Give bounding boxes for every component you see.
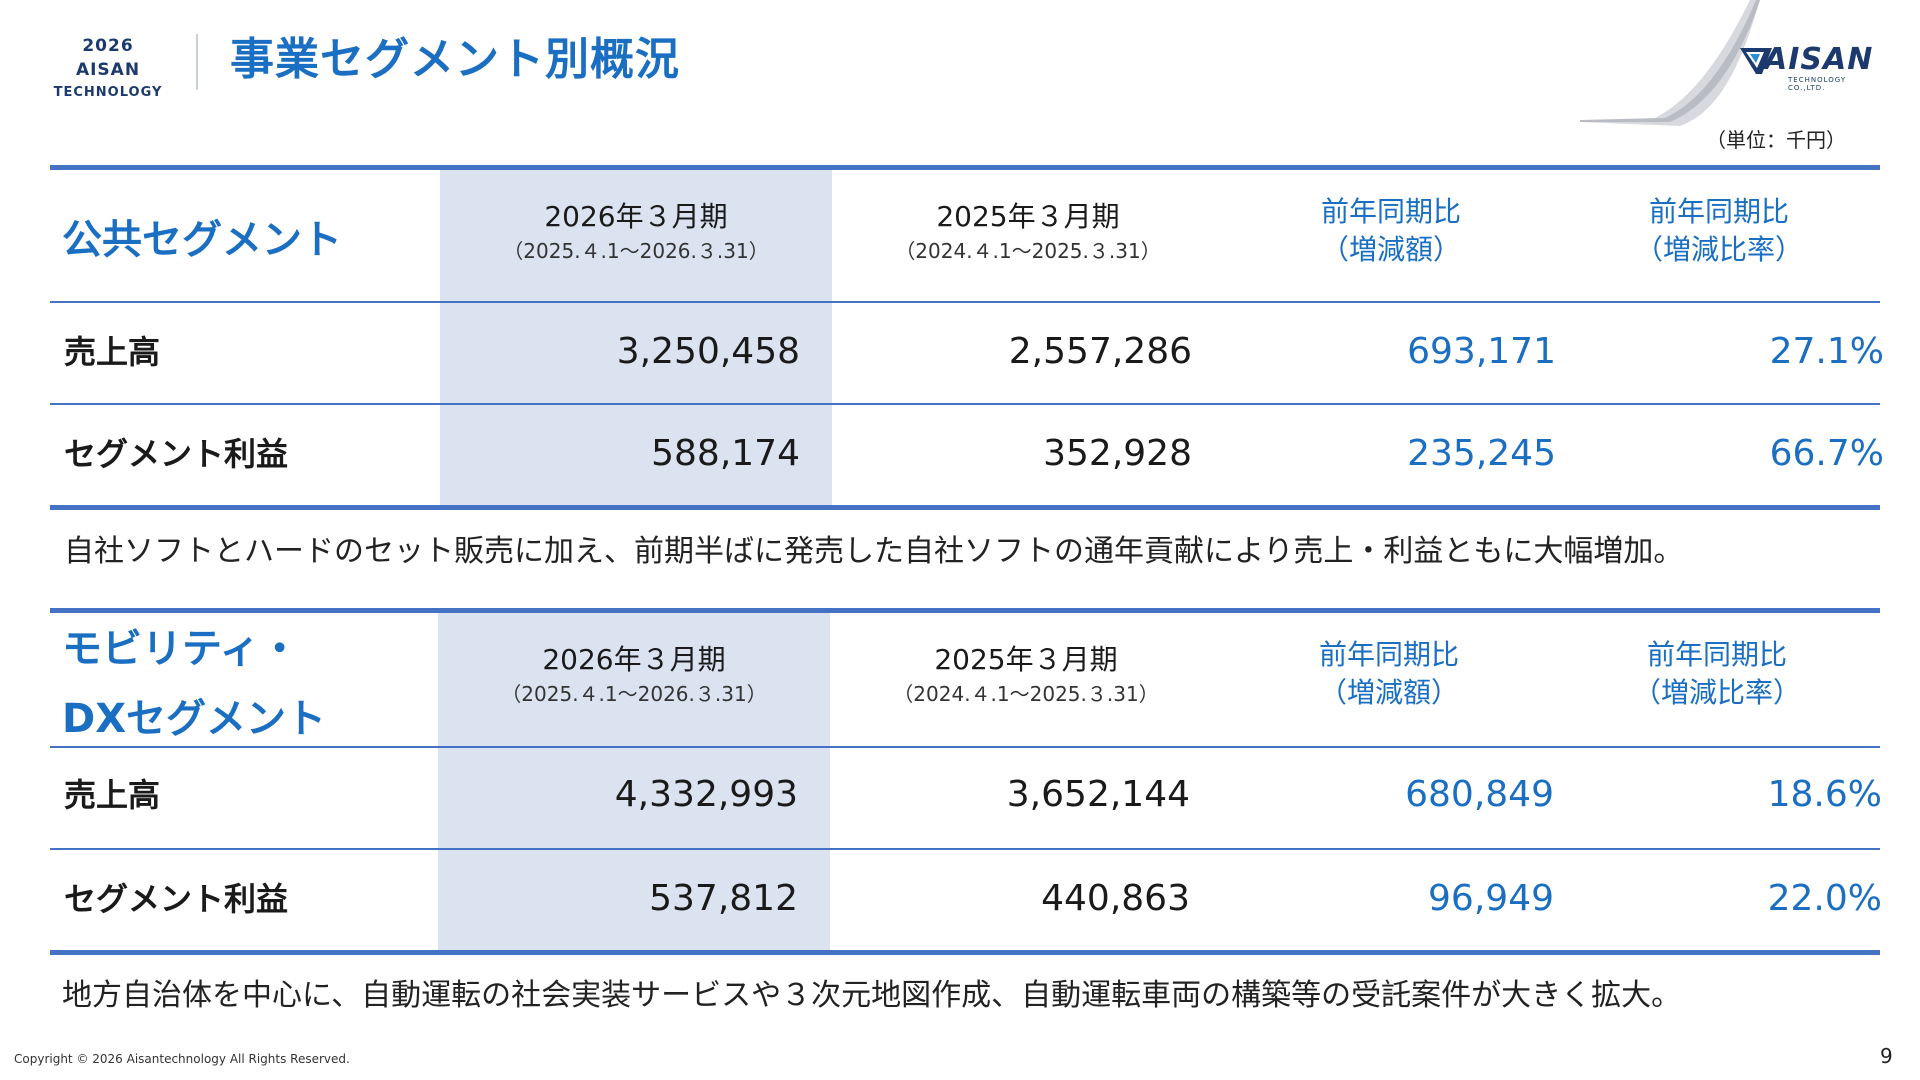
column-header-yoy-rate: 前年同期比 （増減比率） <box>1552 636 1882 712</box>
yoy-amount-label-2: （増減額） <box>1318 676 1459 709</box>
current-period-highlight <box>438 608 830 952</box>
logo-mark-icon <box>1740 48 1772 74</box>
cell-prior-profit: 352,928 <box>1043 433 1192 474</box>
row-label-profit: セグメント利益 <box>64 435 289 473</box>
segment-name-line2: DXセグメント <box>62 696 327 742</box>
cell-rate-sales: 18.6% <box>1767 774 1882 815</box>
current-year-label: 2026年３月期 <box>542 643 726 676</box>
cell-rate-sales: 27.1% <box>1769 331 1884 372</box>
yoy-rate-label-2: （増減比率） <box>1634 233 1803 266</box>
cell-current-profit: 537,812 <box>649 878 798 919</box>
yoy-rate-label-1: 前年同期比 <box>1648 195 1789 228</box>
row-divider <box>50 746 1880 748</box>
cell-prior-sales: 2,557,286 <box>1008 331 1192 372</box>
table-bottom-rule <box>50 950 1880 955</box>
unit-label: （単位：千円） <box>1706 128 1846 152</box>
prior-range-label: （2024.４.1～2025.３.31） <box>895 239 1161 263</box>
column-header-yoy-amount: 前年同期比 （増減額） <box>1226 193 1556 269</box>
yoy-amount-label-1: 前年同期比 <box>1320 195 1461 228</box>
row-divider <box>50 848 1880 850</box>
cell-rate-profit: 22.0% <box>1767 878 1882 919</box>
logo-text: AISAN <box>1764 42 1874 77</box>
row-label-profit: セグメント利益 <box>64 880 289 918</box>
cell-diff-sales: 693,171 <box>1407 331 1556 372</box>
column-header-current: 2026年３月期 （2025.４.1～2026.３.31） <box>440 197 832 265</box>
cell-current-profit: 588,174 <box>651 433 800 474</box>
table-top-rule <box>50 165 1880 170</box>
table-top-rule <box>50 608 1880 613</box>
segment-note: 自社ソフトとハードのセット販売に加え、前期半ばに発売した自社ソフトの通年貢献によ… <box>64 534 1684 569</box>
yoy-amount-label-1: 前年同期比 <box>1318 638 1459 671</box>
cell-rate-profit: 66.7% <box>1769 433 1884 474</box>
column-header-current: 2026年３月期 （2025.４.1～2026.３.31） <box>438 640 830 708</box>
cell-diff-profit: 96,949 <box>1428 878 1554 919</box>
yoy-amount-label-2: （増減額） <box>1320 233 1461 266</box>
cell-prior-profit: 440,863 <box>1041 878 1190 919</box>
cell-current-sales: 3,250,458 <box>616 331 800 372</box>
yoy-rate-label-2: （増減比率） <box>1632 676 1801 709</box>
badge-line1: 2026 AISAN <box>75 36 141 80</box>
prior-year-label: 2025年３月期 <box>934 643 1118 676</box>
prior-range-label: （2024.４.1～2025.３.31） <box>893 682 1159 706</box>
badge-line2: TECHNOLOGY <box>53 85 163 100</box>
cell-diff-sales: 680,849 <box>1405 774 1554 815</box>
page-number: 9 <box>1880 1044 1893 1068</box>
header-band <box>0 0 1760 122</box>
row-divider <box>50 403 1880 405</box>
logo-subtext: TECHNOLOGY CO.,LTD. <box>1788 76 1847 92</box>
current-range-label: （2025.４.1～2026.３.31） <box>503 239 769 263</box>
copyright-text: Copyright © 2026 Aisantechnology All Rig… <box>14 1052 350 1066</box>
segment-name-line1: モビリティ・ <box>62 626 300 672</box>
current-year-label: 2026年３月期 <box>544 200 728 233</box>
table-bottom-rule <box>50 505 1880 510</box>
cell-prior-sales: 3,652,144 <box>1006 774 1190 815</box>
yoy-rate-label-1: 前年同期比 <box>1646 638 1787 671</box>
company-logo: AISAN TECHNOLOGY CO.,LTD. <box>1740 42 1885 92</box>
row-label-sales: 売上高 <box>64 333 161 371</box>
segment-name: 公共セグメント <box>62 217 342 263</box>
page-title: 事業セグメント別概況 <box>230 34 680 85</box>
prior-year-label: 2025年３月期 <box>936 200 1120 233</box>
current-range-label: （2025.４.1～2026.３.31） <box>501 682 767 706</box>
current-period-highlight <box>440 165 832 507</box>
row-label-sales: 売上高 <box>64 776 161 814</box>
column-header-prior: 2025年３月期 （2024.４.1～2025.３.31） <box>832 197 1224 265</box>
column-header-prior: 2025年３月期 （2024.４.1～2025.３.31） <box>830 640 1222 708</box>
report-badge: 2026 AISAN TECHNOLOGY <box>48 34 168 100</box>
column-header-yoy-rate: 前年同期比 （増減比率） <box>1554 193 1884 269</box>
cell-current-sales: 4,332,993 <box>614 774 798 815</box>
cell-diff-profit: 235,245 <box>1407 433 1556 474</box>
header-swoosh-decoration <box>1580 0 1760 126</box>
header-divider <box>196 34 198 90</box>
segment-note: 地方自治体を中心に、自動運転の社会実装サービスや３次元地図作成、自動運転車両の構… <box>62 978 1682 1013</box>
column-header-yoy-amount: 前年同期比 （増減額） <box>1224 636 1554 712</box>
row-divider <box>50 301 1880 303</box>
